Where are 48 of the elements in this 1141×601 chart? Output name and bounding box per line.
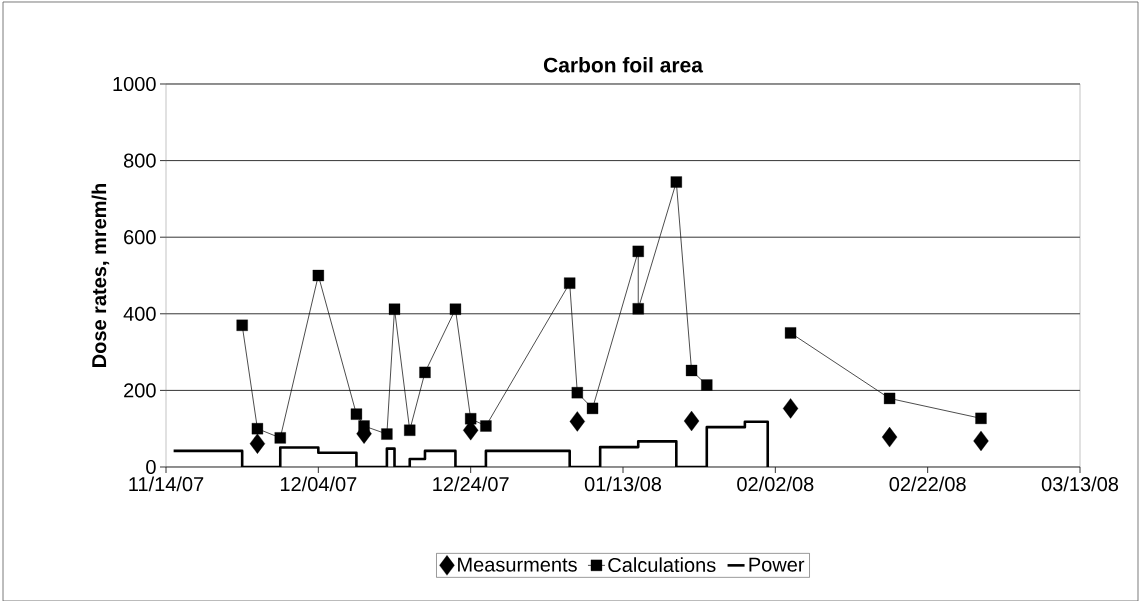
legend-label: Calculations bbox=[608, 557, 716, 572]
y-tick-label: 0 bbox=[146, 459, 156, 474]
x-tick-label: 02/02/08 bbox=[737, 476, 814, 492]
point bbox=[685, 364, 698, 376]
point bbox=[358, 420, 370, 432]
point bbox=[449, 303, 462, 315]
point bbox=[881, 426, 898, 448]
point bbox=[973, 430, 989, 451]
point bbox=[419, 366, 431, 378]
point bbox=[251, 422, 264, 435]
point bbox=[975, 412, 987, 424]
point bbox=[782, 398, 799, 419]
x-tick-label: 12/04/07 bbox=[280, 476, 357, 492]
point bbox=[670, 176, 682, 188]
point bbox=[236, 319, 248, 331]
point bbox=[350, 408, 363, 420]
x-tick-label: 12/24/07 bbox=[433, 476, 509, 492]
y-tick-label: 800 bbox=[123, 153, 156, 168]
x-tick-label: 02/22/08 bbox=[889, 476, 966, 492]
point bbox=[312, 269, 324, 281]
point bbox=[274, 432, 286, 444]
point bbox=[249, 433, 266, 454]
point bbox=[480, 420, 492, 432]
x-tick-label: 03/13/08 bbox=[1041, 476, 1119, 492]
point bbox=[632, 302, 644, 315]
point bbox=[569, 411, 585, 432]
point bbox=[465, 412, 477, 425]
point bbox=[701, 379, 713, 391]
chart-title: Carbon foil area bbox=[543, 56, 704, 73]
point bbox=[784, 327, 797, 339]
y-axis-title: Dose rates, mrem/h bbox=[91, 183, 110, 367]
legend-label: Measurments bbox=[458, 557, 577, 572]
x-tick-label: 11/14/07 bbox=[129, 476, 204, 492]
point bbox=[564, 277, 576, 289]
y-tick-label: 400 bbox=[123, 306, 156, 321]
point bbox=[883, 392, 896, 404]
legend-label: Power bbox=[749, 557, 805, 572]
x-tick-label: 01/13/08 bbox=[584, 476, 662, 492]
y-tick-label: 600 bbox=[124, 229, 156, 245]
point bbox=[388, 303, 401, 315]
y-tick-label: 1000 bbox=[113, 76, 156, 91]
point bbox=[381, 428, 393, 440]
point bbox=[404, 424, 416, 436]
point bbox=[683, 410, 700, 431]
y-tick-label: 200 bbox=[124, 383, 156, 398]
point bbox=[586, 402, 599, 414]
point bbox=[571, 386, 583, 399]
point bbox=[632, 245, 644, 257]
